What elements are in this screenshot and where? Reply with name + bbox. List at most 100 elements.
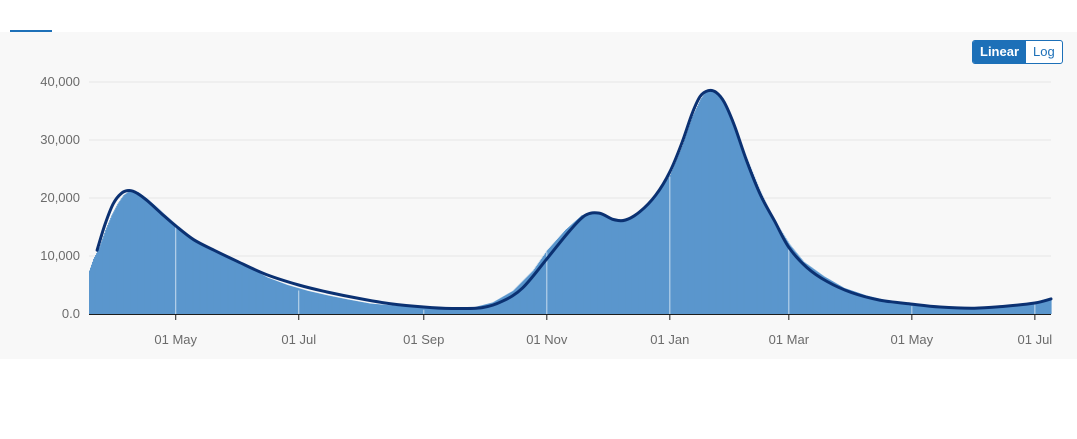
- daily-bar: [285, 284, 288, 314]
- daily-bar: [387, 305, 390, 314]
- daily-bar: [1001, 305, 1004, 314]
- daily-bar: [916, 304, 919, 314]
- daily-bar: [884, 300, 887, 314]
- daily-bar: [546, 250, 549, 314]
- daily-bar: [535, 266, 538, 314]
- daily-bar: [172, 222, 175, 314]
- daily-bar: [908, 303, 911, 314]
- daily-bar: [120, 199, 122, 314]
- daily-bar: [1016, 304, 1019, 314]
- daily-bar: [987, 307, 990, 314]
- daily-bar: [559, 235, 562, 314]
- daily-bar: [231, 259, 233, 314]
- daily-bar: [384, 304, 387, 314]
- daily-bar: [606, 216, 608, 314]
- daily-bar: [768, 211, 771, 314]
- daily-bar: [958, 308, 960, 314]
- daily-bar: [106, 227, 108, 314]
- daily-bar: [863, 294, 866, 314]
- daily-bar: [324, 294, 327, 314]
- daily-bar: [336, 297, 338, 314]
- daily-bar: [873, 297, 876, 314]
- daily-bar: [280, 282, 283, 314]
- daily-bar: [221, 254, 223, 314]
- daily-bar: [246, 266, 248, 314]
- daily-bar: [497, 299, 500, 314]
- daily-bar: [507, 293, 510, 314]
- daily-bar: [396, 305, 399, 314]
- daily-bar: [734, 125, 736, 314]
- daily-bar: [370, 303, 372, 314]
- daily-bar: [867, 295, 870, 314]
- daily-bar: [748, 164, 751, 314]
- daily-bar: [861, 294, 864, 314]
- daily-bar: [377, 304, 380, 314]
- daily-bar: [856, 292, 858, 314]
- daily-bar: [542, 256, 545, 314]
- daily-bar: [258, 273, 261, 314]
- daily-bar: [891, 301, 894, 314]
- daily-bar: [368, 303, 370, 314]
- daily-bar: [686, 131, 689, 314]
- daily-bar: [783, 236, 786, 314]
- daily-bar: [780, 231, 783, 314]
- daily-bar: [750, 169, 753, 314]
- daily-bar: [943, 307, 945, 314]
- daily-bar: [815, 270, 817, 314]
- daily-bar: [599, 213, 601, 314]
- daily-bar: [428, 308, 431, 314]
- daily-bar: [760, 193, 763, 314]
- daily-bar: [96, 253, 98, 314]
- daily-bar: [610, 217, 612, 314]
- daily-bar: [853, 291, 855, 314]
- daily-bar: [671, 169, 674, 314]
- daily-bar: [954, 307, 956, 314]
- daily-bar: [115, 207, 117, 314]
- daily-bar: [411, 307, 414, 314]
- daily-bar: [972, 307, 974, 314]
- daily-bar: [941, 306, 943, 314]
- daily-bar: [244, 265, 246, 314]
- daily-bar: [279, 282, 282, 314]
- daily-bar: [672, 167, 675, 314]
- daily-bar: [713, 90, 715, 314]
- daily-bar: [508, 293, 511, 314]
- daily-bar: [703, 95, 705, 314]
- daily-bar: [392, 305, 395, 314]
- daily-bar: [214, 250, 216, 314]
- daily-bar: [769, 213, 772, 314]
- daily-bar: [482, 305, 484, 314]
- daily-bar: [571, 224, 573, 314]
- daily-bar: [1000, 306, 1003, 314]
- daily-bar: [511, 291, 514, 314]
- linear-scale-button[interactable]: Linear: [973, 41, 1027, 63]
- daily-bar: [670, 172, 673, 314]
- daily-bar: [883, 299, 886, 314]
- daily-bar: [457, 308, 459, 314]
- daily-bar: [925, 305, 928, 314]
- daily-bar: [927, 305, 930, 314]
- daily-bar: [626, 219, 629, 314]
- daily-bar: [1010, 305, 1013, 314]
- log-scale-button[interactable]: Log: [1033, 44, 1055, 59]
- daily-bar: [847, 289, 849, 314]
- daily-bar: [445, 308, 448, 314]
- daily-bar: [282, 283, 285, 314]
- daily-bar: [887, 300, 890, 314]
- daily-bar: [1011, 305, 1014, 314]
- daily-bar: [386, 305, 389, 314]
- daily-bar: [849, 289, 851, 314]
- daily-bar: [316, 293, 319, 314]
- daily-bar: [1004, 305, 1007, 314]
- daily-bar: [982, 307, 985, 314]
- daily-bar: [694, 112, 696, 314]
- daily-bar: [829, 279, 831, 314]
- daily-bar: [499, 298, 502, 314]
- daily-bar: [217, 252, 219, 314]
- daily-bar: [595, 212, 597, 314]
- daily-bar: [275, 280, 278, 314]
- daily-bar: [915, 304, 918, 314]
- daily-bar: [407, 306, 410, 314]
- daily-bar: [624, 219, 627, 314]
- daily-bar: [617, 219, 620, 314]
